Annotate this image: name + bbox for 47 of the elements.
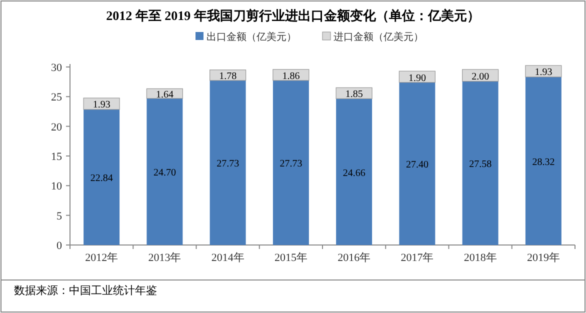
data-label: 24.66 [342, 168, 366, 179]
bar [272, 69, 310, 81]
y-tick-label: 20 [51, 121, 62, 134]
source-note: 数据来源：中国工业统计年鉴 [14, 284, 157, 297]
bar [525, 76, 562, 245]
x-tick-label: 2018年 [464, 252, 497, 264]
chart-title: 2012 年至 2019 年我国刀剪行业进出口金额变化（单位：亿美元） [106, 8, 480, 23]
bar [525, 65, 562, 78]
data-label: 27.58 [469, 159, 492, 170]
data-label: 1.90 [408, 72, 426, 84]
data-label: 1.93 [92, 100, 110, 111]
data-label: 22.84 [90, 173, 113, 184]
legend-label: 出口金额（亿美元） [206, 31, 296, 43]
y-tick-label: 30 [51, 62, 62, 74]
data-label: 2.00 [472, 71, 490, 82]
bar [399, 82, 436, 245]
data-label: 1.86 [282, 70, 300, 82]
y-tick-label: 15 [51, 150, 62, 163]
bar [272, 80, 309, 245]
bar [210, 70, 246, 81]
bar [336, 98, 372, 245]
x-tick-label: 2015年 [274, 252, 308, 264]
data-label: 1.64 [156, 90, 174, 101]
data-label: 28.32 [532, 156, 555, 168]
x-tick-label: 2013年 [148, 252, 182, 264]
bar [462, 81, 498, 245]
y-tick-label: 5 [56, 210, 62, 222]
x-tick-label: 2019年 [526, 252, 560, 264]
y-tick-label: 10 [51, 180, 62, 193]
data-label: 1.93 [534, 67, 552, 78]
x-tick-label: 2014年 [211, 252, 244, 264]
bar [210, 80, 246, 245]
data-label: 1.78 [219, 71, 237, 82]
data-label: 1.85 [345, 89, 363, 100]
bar [146, 98, 183, 245]
bar [83, 98, 120, 110]
x-tick-label: 2017年 [400, 252, 434, 264]
y-tick-label: 25 [51, 92, 62, 104]
data-label: 24.70 [153, 168, 176, 179]
legend-label: 进口金额（亿美元） [334, 31, 424, 43]
data-label: 27.73 [280, 158, 302, 170]
y-tick-label: 0 [56, 240, 62, 252]
bar [84, 109, 120, 245]
x-tick-label: 2012年 [85, 252, 118, 264]
data-label: 27.40 [406, 160, 428, 171]
x-tick-label: 2016年 [338, 252, 371, 264]
data-label: 27.73 [216, 158, 240, 170]
